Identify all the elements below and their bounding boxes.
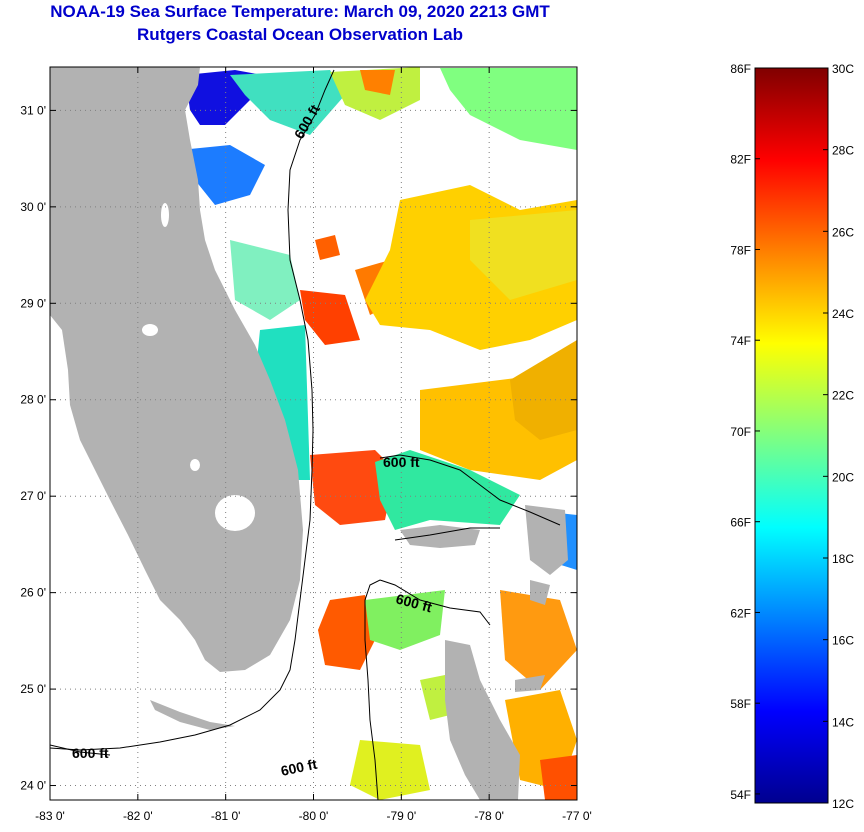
grand-bahama bbox=[400, 525, 480, 548]
bahamas-islet bbox=[515, 675, 545, 692]
sst-patch bbox=[230, 70, 345, 135]
sst-patch bbox=[365, 590, 445, 650]
contour-label: 600 ft bbox=[72, 745, 109, 761]
florida-keys bbox=[150, 700, 235, 730]
sst-patch bbox=[255, 325, 310, 480]
colorbar-c-label: 24C bbox=[832, 307, 854, 321]
lon-tick-label: -79 0' bbox=[387, 809, 417, 823]
contour-label: 600 ft bbox=[383, 454, 420, 470]
sst-patch bbox=[350, 740, 430, 800]
colorbar-c-label: 30C bbox=[832, 62, 854, 76]
lat-tick-label: 26 0' bbox=[20, 586, 46, 600]
abaco-island bbox=[525, 505, 568, 575]
colorbar-f-label: 86F bbox=[730, 62, 751, 76]
lat-tick-label: 29 0' bbox=[20, 296, 46, 310]
colorbar-f-label: 66F bbox=[730, 516, 751, 530]
isobath-line bbox=[50, 744, 111, 756]
colorbar-f-label: 82F bbox=[730, 153, 751, 167]
colorbar-c-label: 16C bbox=[832, 634, 854, 648]
lon-tick-label: -82 0' bbox=[123, 809, 153, 823]
map-layers: 600 ft 600 ft 600 ft 600 ft 600 ft bbox=[50, 67, 577, 800]
sst-patch bbox=[510, 340, 577, 440]
colorbar-f-label: 62F bbox=[730, 606, 751, 620]
colorbar-f-label: 74F bbox=[730, 334, 751, 348]
colorbar-f-label: 58F bbox=[730, 697, 751, 711]
sst-patch bbox=[375, 450, 520, 530]
lon-tick-label: -78 0' bbox=[474, 809, 504, 823]
celsius-scale: 30C 28C 26C 24C 22C 20C 18C 16C 14C 12C bbox=[823, 62, 854, 811]
inland-lake bbox=[190, 459, 200, 471]
fahrenheit-scale: 86F 82F 78F 74F 70F 66F 62F 58F 54F bbox=[730, 62, 760, 802]
inland-lake bbox=[142, 324, 158, 336]
lon-tick-label: -80 0' bbox=[299, 809, 329, 823]
lat-tick-label: 30 0' bbox=[20, 200, 46, 214]
isobath-line bbox=[364, 579, 491, 800]
colorbar-f-label: 78F bbox=[730, 243, 751, 257]
isobath-line bbox=[394, 527, 500, 541]
colorbar-f-label: 70F bbox=[730, 425, 751, 439]
inland-lake bbox=[161, 203, 169, 227]
lat-tick-label: 27 0' bbox=[20, 489, 46, 503]
colorbar-c-label: 18C bbox=[832, 552, 854, 566]
isobath-600ft bbox=[50, 69, 561, 800]
colorbar-c-label: 20C bbox=[832, 470, 854, 484]
andros-island bbox=[445, 640, 520, 800]
lat-tick-label: 28 0' bbox=[20, 393, 46, 407]
graticule bbox=[50, 67, 577, 800]
lon-tick-label: -81 0' bbox=[211, 809, 241, 823]
sst-patch bbox=[360, 70, 395, 95]
sst-patch bbox=[315, 235, 340, 260]
isobath-line bbox=[50, 69, 335, 751]
lon-tick-label: -77 0' bbox=[562, 809, 592, 823]
sst-patch bbox=[470, 210, 577, 300]
lat-tick-label: 31 0' bbox=[20, 103, 46, 117]
contour-label: 600 ft bbox=[279, 756, 318, 779]
colorbar-f-label: 54F bbox=[730, 788, 751, 802]
colorbar-c-label: 26C bbox=[832, 225, 854, 239]
colorbar-c-label: 12C bbox=[832, 797, 854, 811]
colorbar-c-label: 22C bbox=[832, 389, 854, 403]
sst-patch bbox=[330, 67, 420, 120]
sst-patch bbox=[230, 240, 300, 320]
sst-patch bbox=[180, 145, 265, 205]
lon-tick-label: -83 0' bbox=[35, 809, 65, 823]
longitude-axis: -83 0' -82 0' -81 0' -80 0' -79 0' -78 0' -77 … bbox=[35, 67, 592, 823]
colorbar-c-label: 14C bbox=[832, 715, 854, 729]
sst-patch bbox=[440, 68, 577, 150]
lat-tick-label: 25 0' bbox=[20, 682, 46, 696]
colorbar-c-label: 28C bbox=[832, 144, 854, 158]
sst-patch bbox=[310, 450, 395, 525]
sst-patch bbox=[318, 595, 375, 670]
lake-layer bbox=[142, 203, 255, 531]
map-subtitle: Rutgers Coastal Ocean Observation Lab bbox=[137, 25, 463, 44]
latitude-axis: 24 0' 25 0' 26 0' 27 0' 28 0' 29 0' 30 0' 31 0' bbox=[20, 103, 577, 793]
temperature-colorbar: 86F 82F 78F 74F 70F 66F 62F 58F 54F 30C 28C 26C 24C… bbox=[730, 62, 854, 811]
lake-okeechobee bbox=[215, 495, 255, 531]
lat-tick-label: 24 0' bbox=[20, 779, 46, 793]
sst-map: 600 ft 600 ft 600 ft 600 ft 600 ft -83 0… bbox=[20, 66, 592, 823]
sst-patch bbox=[540, 755, 577, 800]
colorbar-gradient bbox=[754, 67, 829, 804]
isobath-line bbox=[379, 454, 561, 526]
sst-patch bbox=[500, 590, 577, 690]
map-title: NOAA-19 Sea Surface Temperature: March 0… bbox=[50, 2, 550, 21]
